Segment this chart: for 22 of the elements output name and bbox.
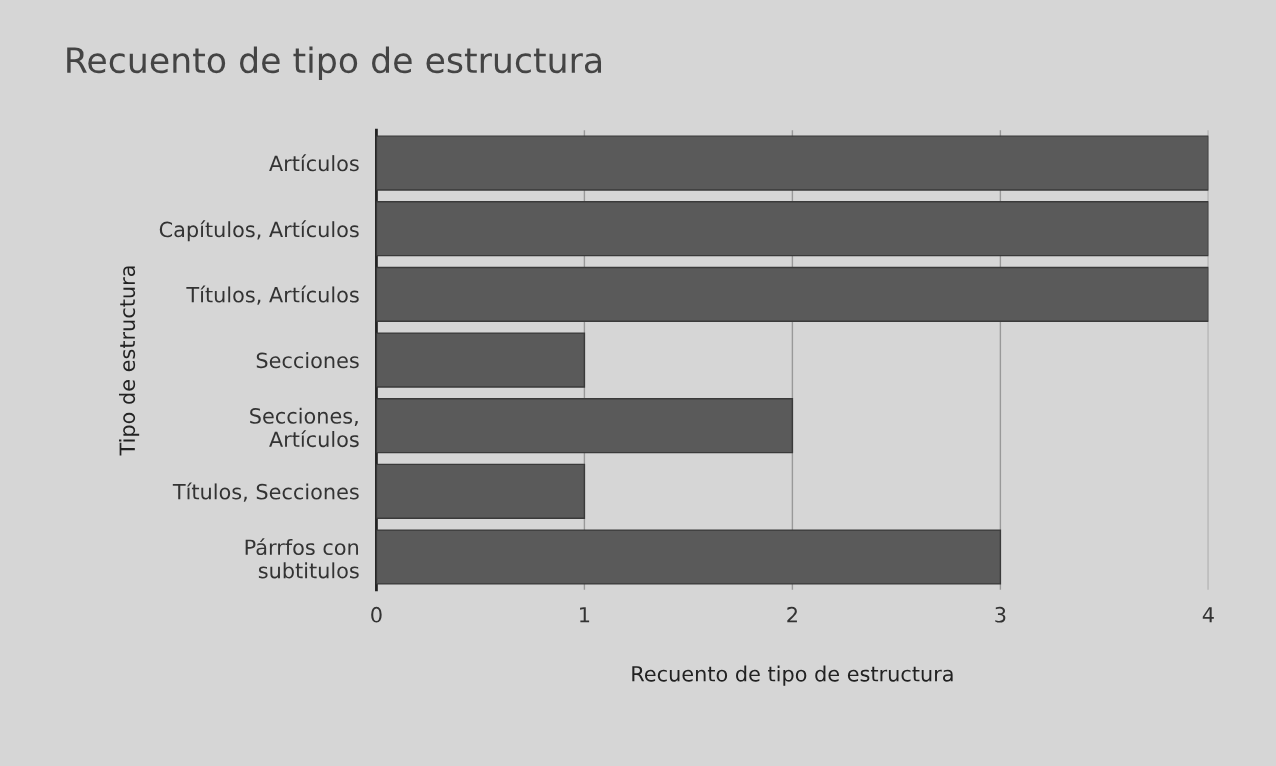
x-tick-label: 4 [1202, 607, 1214, 623]
y-tick-label: Secciones [256, 352, 359, 369]
bar [376, 201, 1209, 257]
bar [376, 266, 1209, 322]
y-tick-label: Títulos, Artículos [186, 285, 359, 305]
y-tick-label: Títulos, Secciones [172, 482, 359, 502]
y-tick-label: Secciones, Artículos [250, 407, 359, 448]
x-axis-title: Recuento de tipo de estructura [632, 665, 953, 686]
bar [376, 332, 586, 388]
chart-title: Recuento de tipo de estructura [67, 46, 602, 80]
x-tick-label: 0 [371, 606, 382, 623]
bar [376, 529, 1002, 585]
bar [376, 135, 1209, 191]
y-tick-label: Párrfos con subtitulos [245, 538, 359, 579]
x-tick-label: 2 [787, 606, 797, 623]
x-tick-label: 1 [580, 607, 590, 623]
bar [376, 398, 794, 454]
y-tick-label: Capítulos, Artículos [159, 220, 359, 242]
x-tick-label: 3 [995, 606, 1006, 623]
y-tick-label: Artículos [269, 154, 359, 172]
y-axis-title: Tipo de estructura [119, 266, 140, 456]
bar [376, 463, 586, 519]
